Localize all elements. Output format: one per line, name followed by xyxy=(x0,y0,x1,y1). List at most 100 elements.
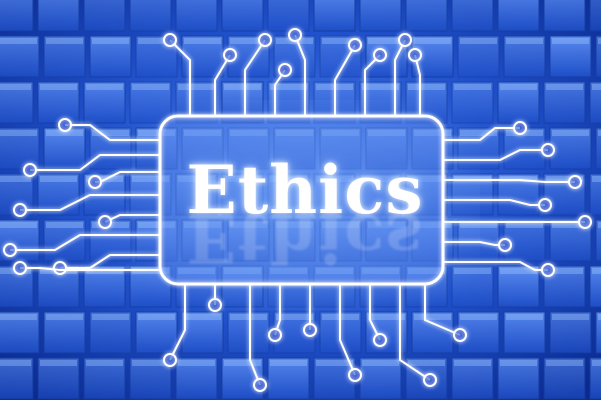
cube-highlight xyxy=(500,84,537,90)
circuit-node xyxy=(164,354,176,366)
circuit-node xyxy=(514,122,526,134)
cube-highlight xyxy=(86,360,123,366)
cube-highlight xyxy=(316,360,353,366)
cube-highlight xyxy=(132,84,169,90)
circuit-node xyxy=(259,34,271,46)
cube-highlight xyxy=(230,314,267,320)
cube-highlight xyxy=(500,360,537,366)
cube-highlight xyxy=(506,38,543,44)
cube-block xyxy=(360,0,401,31)
cube-highlight xyxy=(414,314,451,320)
circuit-node xyxy=(304,324,316,336)
cube-highlight xyxy=(408,360,445,366)
cube-highlight xyxy=(0,130,37,136)
circuit-node xyxy=(14,204,26,216)
cube-highlight xyxy=(0,314,37,320)
circuit-node xyxy=(542,264,554,276)
cube-highlight xyxy=(224,84,261,90)
cube-block xyxy=(38,0,79,31)
circuit-node xyxy=(89,176,101,188)
circuit-node xyxy=(374,49,386,61)
cube-highlight xyxy=(0,222,37,228)
circuit-node xyxy=(224,49,236,61)
cube-highlight xyxy=(46,38,83,44)
cube-highlight xyxy=(546,84,583,90)
cube-highlight xyxy=(46,222,83,228)
cube-highlight xyxy=(184,38,221,44)
circuit-node xyxy=(399,34,411,46)
cube-block xyxy=(452,0,493,31)
cube-block xyxy=(314,0,355,31)
cube-block xyxy=(406,0,447,31)
circuit-node xyxy=(424,374,436,386)
circuit-node xyxy=(374,334,386,346)
circuit-node xyxy=(24,164,36,176)
circuit-node xyxy=(289,29,301,41)
cube-highlight xyxy=(0,176,31,182)
circuit-node xyxy=(454,329,466,341)
cube-highlight xyxy=(362,360,399,366)
cube-block xyxy=(268,0,309,31)
cube-block xyxy=(84,0,125,31)
circuit-node xyxy=(349,369,361,381)
circuit-node xyxy=(4,244,16,256)
cube-block xyxy=(590,0,601,31)
cube-highlight xyxy=(40,84,77,90)
cube-highlight xyxy=(506,314,543,320)
circuit-node xyxy=(254,379,266,391)
cube-highlight xyxy=(92,314,129,320)
cube-highlight xyxy=(592,268,601,274)
cube-block xyxy=(176,0,217,31)
cube-highlight xyxy=(362,84,399,90)
circuit-node xyxy=(54,262,66,274)
cube-highlight xyxy=(592,360,601,366)
cube-highlight xyxy=(552,38,589,44)
circuit-node xyxy=(499,239,511,251)
circuit-node xyxy=(14,262,26,274)
circuit-node xyxy=(269,329,281,341)
cube-highlight xyxy=(460,38,497,44)
cube-highlight xyxy=(46,314,83,320)
cube-highlight xyxy=(0,38,37,44)
circuit-node xyxy=(569,176,581,188)
cube-highlight xyxy=(414,38,451,44)
cube-highlight xyxy=(552,314,589,320)
cube-highlight xyxy=(178,84,215,90)
cube-highlight xyxy=(184,314,221,320)
cube-highlight xyxy=(86,84,123,90)
cube-highlight xyxy=(178,360,215,366)
cube-block xyxy=(498,0,539,31)
cube-block xyxy=(544,0,585,31)
cube-highlight xyxy=(546,360,583,366)
circuit-node xyxy=(579,216,591,228)
cube-highlight xyxy=(40,360,77,366)
cube-highlight xyxy=(0,84,31,90)
cube-highlight xyxy=(454,84,491,90)
cube-highlight xyxy=(592,84,601,90)
cube-block xyxy=(130,0,171,31)
cube-block xyxy=(0,0,33,31)
cube-highlight xyxy=(408,84,445,90)
circuit-node xyxy=(409,49,421,61)
cube-highlight xyxy=(460,314,497,320)
cube-highlight xyxy=(224,360,261,366)
cube-highlight xyxy=(276,314,313,320)
circuit-node xyxy=(279,64,291,76)
cube-highlight xyxy=(40,176,77,182)
circuit-node xyxy=(542,144,554,156)
circuit-node xyxy=(59,119,71,131)
cube-highlight xyxy=(552,130,589,136)
circuit-node xyxy=(349,39,361,51)
cube-highlight xyxy=(270,360,307,366)
cube-highlight xyxy=(138,314,175,320)
cube-highlight xyxy=(0,360,31,366)
cube-highlight xyxy=(592,176,601,182)
chip-outline xyxy=(160,116,443,284)
cube-highlight xyxy=(454,360,491,366)
circuit-node xyxy=(99,216,111,228)
circuit-node xyxy=(539,199,551,211)
cube-block xyxy=(222,0,263,31)
circuit-node xyxy=(164,34,176,46)
cube-highlight xyxy=(92,38,129,44)
